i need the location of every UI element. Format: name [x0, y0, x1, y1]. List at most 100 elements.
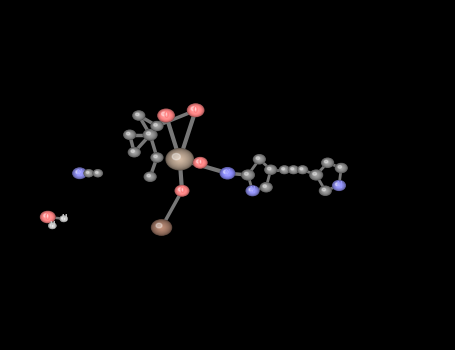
Circle shape	[156, 156, 158, 159]
Circle shape	[86, 171, 92, 176]
Circle shape	[301, 168, 304, 171]
Circle shape	[173, 155, 186, 164]
Circle shape	[147, 174, 151, 177]
Circle shape	[152, 154, 162, 161]
Circle shape	[97, 173, 99, 174]
Circle shape	[124, 131, 135, 139]
Circle shape	[190, 106, 201, 114]
Circle shape	[49, 223, 56, 229]
Circle shape	[134, 152, 135, 153]
Circle shape	[43, 213, 53, 221]
Circle shape	[88, 173, 90, 174]
Circle shape	[177, 187, 187, 195]
Circle shape	[128, 134, 131, 136]
Circle shape	[322, 188, 329, 194]
Circle shape	[155, 124, 159, 128]
Circle shape	[86, 171, 92, 176]
Circle shape	[197, 160, 203, 166]
Circle shape	[290, 167, 297, 173]
Circle shape	[160, 111, 172, 120]
Circle shape	[292, 169, 295, 171]
Circle shape	[50, 224, 55, 228]
Circle shape	[128, 148, 140, 157]
Circle shape	[161, 227, 162, 228]
Circle shape	[283, 169, 285, 170]
Circle shape	[265, 166, 276, 174]
Circle shape	[252, 190, 253, 191]
Circle shape	[97, 173, 98, 174]
Circle shape	[50, 224, 55, 228]
Circle shape	[314, 173, 318, 177]
Circle shape	[132, 151, 136, 154]
Circle shape	[193, 158, 207, 168]
Circle shape	[265, 166, 276, 174]
Circle shape	[325, 161, 330, 164]
Circle shape	[156, 223, 167, 232]
Circle shape	[151, 153, 163, 162]
Circle shape	[97, 173, 98, 174]
Circle shape	[152, 122, 162, 130]
Circle shape	[300, 168, 305, 172]
Text: O: O	[179, 186, 185, 195]
Circle shape	[322, 158, 334, 167]
Circle shape	[243, 171, 253, 178]
Circle shape	[169, 151, 191, 168]
Circle shape	[188, 105, 203, 116]
Circle shape	[336, 183, 342, 188]
Circle shape	[197, 161, 203, 165]
Circle shape	[249, 188, 256, 194]
Circle shape	[263, 185, 269, 190]
Circle shape	[50, 224, 55, 228]
Circle shape	[160, 226, 163, 229]
Circle shape	[283, 168, 286, 171]
Circle shape	[291, 168, 294, 170]
Circle shape	[134, 112, 143, 119]
Circle shape	[191, 107, 196, 111]
Circle shape	[197, 160, 204, 166]
Circle shape	[51, 224, 54, 227]
Circle shape	[289, 167, 298, 173]
Circle shape	[242, 170, 254, 180]
Circle shape	[255, 156, 263, 162]
Circle shape	[249, 188, 256, 193]
Circle shape	[261, 183, 271, 191]
Circle shape	[192, 107, 200, 113]
Circle shape	[199, 162, 201, 163]
Circle shape	[266, 166, 276, 174]
Circle shape	[76, 170, 80, 174]
Circle shape	[156, 125, 158, 127]
Circle shape	[324, 160, 331, 166]
Circle shape	[224, 170, 231, 176]
Circle shape	[145, 131, 156, 139]
Circle shape	[42, 213, 53, 221]
Circle shape	[324, 190, 326, 191]
Circle shape	[313, 172, 317, 175]
Circle shape	[336, 183, 342, 188]
Circle shape	[325, 161, 330, 165]
Circle shape	[126, 132, 133, 137]
Circle shape	[51, 224, 52, 226]
Circle shape	[222, 169, 233, 177]
Circle shape	[249, 188, 253, 191]
Circle shape	[154, 124, 160, 128]
Circle shape	[47, 216, 49, 218]
Circle shape	[268, 168, 273, 172]
Circle shape	[162, 113, 170, 118]
Circle shape	[149, 134, 151, 135]
Circle shape	[156, 223, 162, 228]
Circle shape	[324, 160, 331, 165]
Circle shape	[337, 164, 346, 172]
Circle shape	[126, 132, 134, 138]
Circle shape	[324, 190, 327, 192]
Circle shape	[258, 158, 261, 160]
Circle shape	[300, 168, 305, 172]
Circle shape	[281, 167, 288, 172]
Circle shape	[74, 169, 86, 178]
Circle shape	[336, 164, 347, 172]
Circle shape	[77, 172, 82, 175]
Circle shape	[94, 170, 102, 176]
Circle shape	[46, 216, 50, 218]
Circle shape	[258, 158, 261, 160]
Circle shape	[176, 186, 188, 195]
Circle shape	[177, 187, 187, 195]
